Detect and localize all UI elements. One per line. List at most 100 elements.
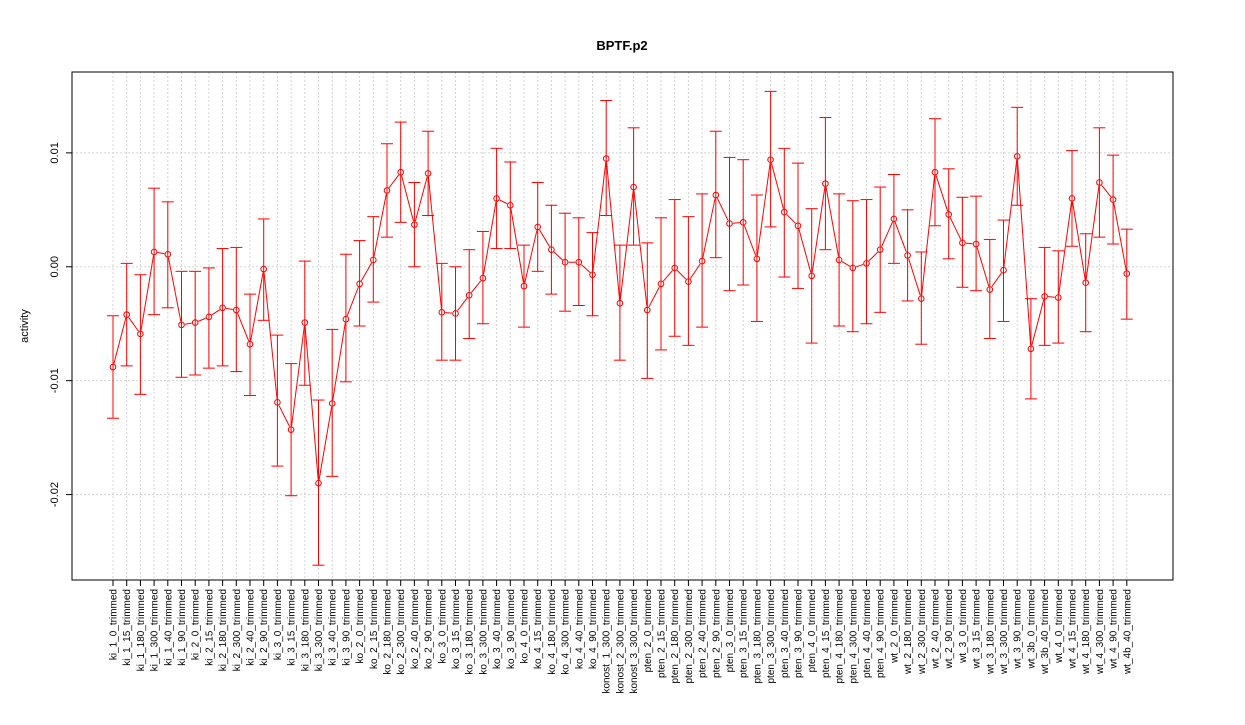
x-tick-label: wt_4b_40_trimmed [1122, 589, 1133, 675]
series-line-segment [318, 406, 333, 480]
series-line-segment [457, 297, 468, 311]
x-tick-label: ko_4_40_trimmed [574, 589, 585, 669]
data-point [191, 319, 199, 326]
data-point [123, 311, 130, 318]
data-point [931, 168, 939, 176]
series-line-segment [225, 307, 233, 310]
x-tick-label: wt_4_90_trimmed [1109, 589, 1120, 669]
data-point [671, 264, 679, 272]
series-line-segment [756, 163, 771, 256]
data-point [822, 180, 829, 187]
plot-frame [71, 71, 1174, 581]
data-point [370, 256, 377, 264]
series-line-segment [771, 162, 784, 209]
data-point [1082, 279, 1089, 287]
x-tick-label: pten_2_180_trimmed [670, 589, 681, 684]
x-tick-label: pten_3_180_trimmed [752, 589, 763, 684]
series-line-segment [332, 322, 346, 401]
x-tick-label: ki_1_90_trimmed [177, 589, 188, 666]
x-tick-label: ki_2_0_trimmed [191, 589, 202, 660]
x-tick-label: konost_2_300_trimmed [615, 589, 626, 694]
x-tick-label: wt_3_0_trimmed [958, 589, 969, 664]
data-point [918, 295, 925, 302]
x-tick-label: wt_3_15_trimmed [972, 589, 983, 669]
series-line-segment [894, 222, 907, 253]
data-point [616, 299, 624, 307]
data-point [698, 257, 706, 265]
data-point [602, 155, 610, 162]
data-point [411, 221, 418, 228]
data-point [274, 399, 281, 406]
data-point [863, 260, 870, 267]
x-tick-label: ko_4_180_trimmed [547, 589, 558, 675]
series-line-segment [211, 309, 220, 316]
x-tick-label: ki_3_90_trimmed [341, 589, 352, 666]
data-point [534, 223, 542, 231]
chart-title: BPTF.p2 [596, 38, 647, 53]
data-point [1096, 179, 1103, 186]
x-tick-label: ko_2_0_trimmed [355, 589, 366, 663]
data-point [685, 278, 692, 285]
series-line-segment [263, 272, 278, 399]
data-point [1055, 294, 1062, 301]
x-tick-label: ki_3_180_trimmed [300, 589, 311, 671]
data-point [972, 240, 980, 248]
y-axis-label: activity [19, 309, 31, 343]
x-tick-label: ki_1_300_trimmed [150, 589, 161, 671]
data-point [383, 187, 391, 194]
data-point [1123, 270, 1131, 277]
series-line-segment [716, 197, 729, 221]
x-tick-label: ki_1_40_trimmed [163, 589, 174, 666]
x-tick-label: konost_1_300_trimmed [602, 589, 613, 694]
x-tick-label: pten_2_90_trimmed [711, 589, 722, 678]
x-tick-label: ki_2_300_trimmed [232, 589, 243, 671]
series-line-segment [949, 217, 962, 240]
series-line-segment [427, 176, 442, 309]
x-tick-label: ki_3_0_trimmed [273, 589, 284, 660]
x-tick-label: ko_4_0_trimmed [520, 589, 531, 663]
series-line-segment [786, 214, 796, 224]
x-tick-label: ki_3_40_trimmed [328, 589, 339, 666]
data-point [712, 191, 720, 199]
series-line-segment [811, 187, 826, 273]
x-tick-label: wt_3_180_trimmed [985, 589, 996, 675]
series-line-segment [373, 193, 387, 257]
series-line-segment [976, 247, 990, 287]
series-line-segment [499, 199, 508, 205]
series-line-segment [1031, 299, 1045, 346]
series-line-segment [553, 251, 563, 261]
series-line-segment [855, 263, 864, 268]
data-point [657, 280, 665, 288]
data-point [424, 170, 432, 177]
data-point [808, 272, 816, 280]
x-tick-label: pten_4_40_trimmed [862, 589, 873, 678]
x-tick-label: ko_2_40_trimmed [410, 589, 421, 669]
x-tick-label: ki_1_15_trimmed [122, 589, 133, 666]
x-tick-label: wt_3_90_trimmed [1013, 589, 1024, 669]
x-tick-label: wt_3b_0_trimmed [1026, 589, 1037, 669]
series-line-segment [648, 286, 660, 308]
data-point [246, 340, 254, 348]
series-line-segment [237, 313, 250, 342]
series-line-segment [304, 326, 319, 480]
x-tick-label: pten_3_0_trimmed [725, 589, 736, 672]
series-line-segment [965, 242, 973, 245]
x-tick-label: wt_2_300_trimmed [917, 589, 928, 675]
data-point [904, 252, 911, 259]
series-line-segment [510, 208, 524, 283]
series-line-segment [278, 405, 290, 427]
x-tick-label: ki_2_180_trimmed [218, 589, 229, 671]
x-tick-label: wt_3_300_trimmed [999, 589, 1010, 675]
x-tick-label: ko_3_15_trimmed [451, 589, 462, 669]
data-point [781, 208, 788, 216]
x-tick-label: pten_4_15_trimmed [821, 589, 832, 678]
x-tick-label: pten_3_40_trimmed [780, 589, 791, 678]
x-tick-label: ko_3_90_trimmed [506, 589, 517, 669]
x-tick-label: ko_3_300_trimmed [478, 589, 489, 675]
series-line-segment [662, 270, 673, 282]
x-tick-label: ko_4_15_trimmed [533, 589, 544, 669]
series-line-segment [676, 270, 687, 280]
x-tick-label: ko_4_300_trimmed [561, 589, 572, 675]
